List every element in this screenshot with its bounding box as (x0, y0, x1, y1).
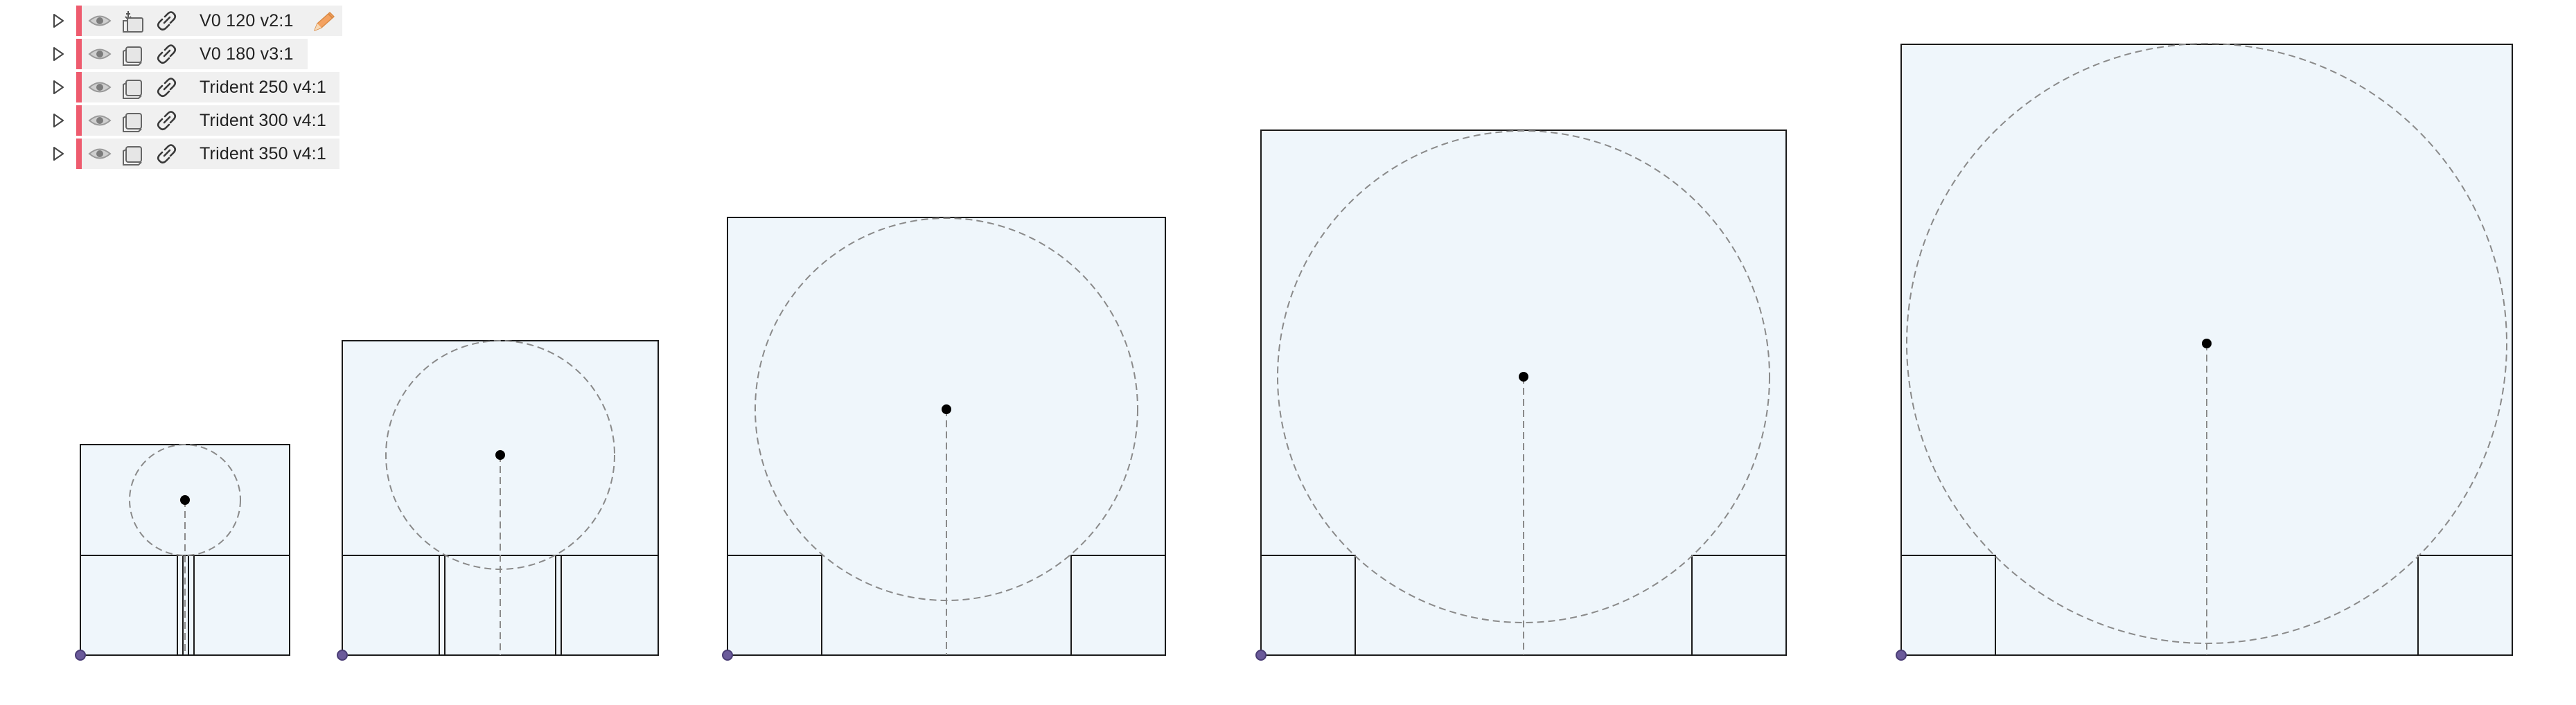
right-foot[interactable] (1070, 555, 1166, 656)
expand-arrow-icon[interactable] (50, 79, 67, 96)
right-foot[interactable] (1691, 555, 1787, 656)
row-background (76, 105, 339, 136)
browser-row-v0-180[interactable]: V0 180 v3:1 (0, 37, 360, 71)
center-point[interactable] (180, 495, 190, 505)
sketch-trident-300 (1255, 130, 1787, 661)
link-icon[interactable] (155, 43, 179, 65)
expand-arrow-icon[interactable] (50, 46, 67, 62)
browser-row-trident-350[interactable]: Trident 350 v4:1 (0, 137, 360, 170)
visibility-eye-icon[interactable] (87, 44, 112, 64)
sketch-trident-250 (722, 217, 1166, 661)
visibility-eye-icon[interactable] (87, 11, 112, 30)
browser-item-label: V0 180 v3:1 (200, 44, 294, 64)
origin-point[interactable] (1255, 650, 1267, 661)
browser-item-label: Trident 350 v4:1 (200, 144, 326, 163)
component-color-marker (76, 6, 82, 36)
center-point[interactable] (942, 404, 951, 414)
center-point[interactable] (495, 450, 505, 460)
right-foot[interactable] (2417, 555, 2513, 656)
visibility-eye-icon[interactable] (87, 111, 112, 130)
browser-row-trident-250[interactable]: Trident 250 v4:1 (0, 71, 360, 104)
left-foot[interactable] (1260, 555, 1356, 656)
row-background (76, 72, 339, 102)
link-icon[interactable] (155, 10, 179, 32)
center-point[interactable] (2202, 339, 2212, 348)
origin-point[interactable] (1896, 650, 1907, 661)
component-icon (123, 46, 142, 66)
link-icon[interactable] (155, 109, 179, 132)
component-icon (123, 146, 142, 166)
left-foot[interactable] (727, 555, 822, 656)
visibility-eye-icon[interactable] (87, 78, 112, 97)
component-color-marker (76, 72, 82, 102)
browser-item-label: Trident 250 v4:1 (200, 78, 326, 97)
row-background (76, 39, 308, 69)
origin-point[interactable] (337, 650, 348, 661)
component-icon (123, 80, 142, 99)
browser-item-label: Trident 300 v4:1 (200, 111, 326, 130)
browser-row-v0-120[interactable]: V0 120 v2:1 (0, 4, 360, 37)
expand-arrow-icon[interactable] (50, 12, 67, 29)
visibility-eye-icon[interactable] (87, 144, 112, 163)
component-with-origin-icon (123, 11, 143, 33)
expand-arrow-icon[interactable] (50, 145, 67, 162)
row-background (76, 6, 342, 36)
browser-item-label: V0 120 v2:1 (200, 11, 294, 30)
browser-row-trident-300[interactable]: Trident 300 v4:1 (0, 104, 360, 137)
link-icon[interactable] (155, 76, 179, 98)
left-foot[interactable] (1900, 555, 1996, 656)
link-icon[interactable] (155, 143, 179, 165)
row-background (76, 139, 339, 169)
expand-arrow-icon[interactable] (50, 112, 67, 129)
sketch-trident-350 (1896, 43, 2513, 661)
construction-circle[interactable] (129, 444, 241, 556)
component-icon (123, 113, 142, 132)
component-color-marker (76, 105, 82, 136)
edit-pencil-icon[interactable] (309, 10, 337, 35)
origin-point[interactable] (722, 650, 733, 661)
origin-point[interactable] (75, 650, 86, 661)
center-point[interactable] (1519, 372, 1528, 382)
sketch-v0-180 (337, 340, 659, 661)
component-color-marker (76, 39, 82, 69)
outer-profile[interactable] (342, 340, 659, 656)
component-color-marker (76, 139, 82, 169)
sketch-v0-120 (75, 444, 290, 661)
construction-circle[interactable] (1277, 130, 1770, 623)
browser-tree: V0 120 v2:1 V0 180 v3:1 Trident 250 v4:1… (0, 0, 360, 180)
